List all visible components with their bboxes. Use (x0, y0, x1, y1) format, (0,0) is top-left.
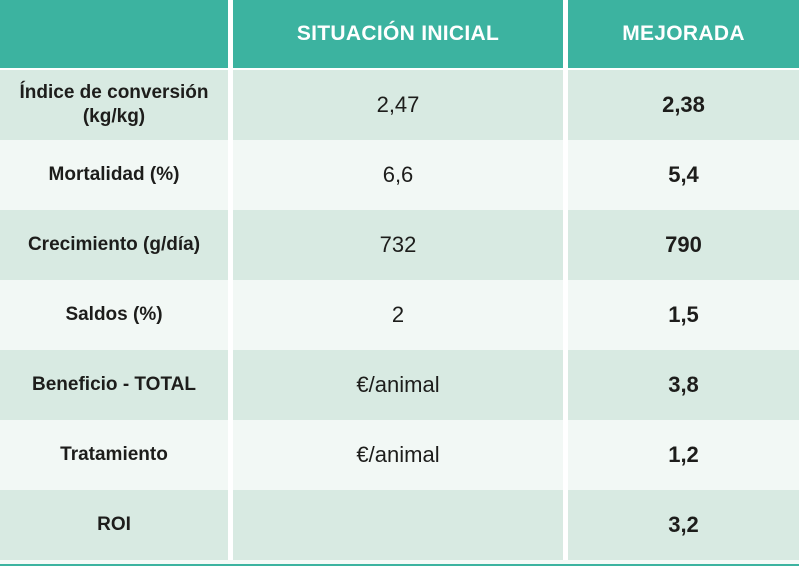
bottom-cutoff-strip (0, 560, 799, 566)
value-initial-crecimiento: 732 (233, 210, 563, 280)
row-label-line: Saldos (%) (65, 304, 163, 326)
row-label-line: Mortalidad (%) (48, 164, 180, 186)
value-initial-tratamiento: €/animal (233, 420, 563, 490)
row-label-line: Tratamiento (60, 444, 168, 466)
column-header-situacion-inicial: SITUACIÓN INICIAL (233, 0, 563, 70)
row-label-line: Crecimiento (g/día) (27, 234, 201, 256)
value-improved-indice: 2,38 (568, 70, 799, 140)
row-label-line: Índice de conversión (19, 82, 209, 104)
row-label-line: ROI (97, 514, 131, 536)
row-label-saldos: Saldos (%) (0, 280, 228, 350)
value-initial-mortalidad: 6,6 (233, 140, 563, 210)
row-label-line: Beneficio - TOTAL (32, 374, 196, 396)
value-initial-beneficio: €/animal (233, 350, 563, 420)
row-label-line: (kg/kg) (82, 106, 146, 127)
row-label-indice-de-conversion: Índice de conversión (kg/kg) (0, 70, 228, 140)
header-empty-cell (0, 0, 228, 70)
row-label-crecimiento: Crecimiento (g/día) (0, 210, 228, 280)
value-initial-saldos: 2 (233, 280, 563, 350)
value-improved-mortalidad: 5,4 (568, 140, 799, 210)
value-initial-roi (233, 490, 563, 560)
value-improved-saldos: 1,5 (568, 280, 799, 350)
row-label-roi: ROI (0, 490, 228, 560)
value-initial-indice: 2,47 (233, 70, 563, 140)
value-improved-crecimiento: 790 (568, 210, 799, 280)
row-label-tratamiento: Tratamiento (0, 420, 228, 490)
value-improved-beneficio: 3,8 (568, 350, 799, 420)
column-header-mejorada: MEJORADA (568, 0, 799, 70)
row-label-beneficio-total: Beneficio - TOTAL (0, 350, 228, 420)
row-label-mortalidad: Mortalidad (%) (0, 140, 228, 210)
value-improved-roi: 3,2 (568, 490, 799, 560)
value-improved-tratamiento: 1,2 (568, 420, 799, 490)
